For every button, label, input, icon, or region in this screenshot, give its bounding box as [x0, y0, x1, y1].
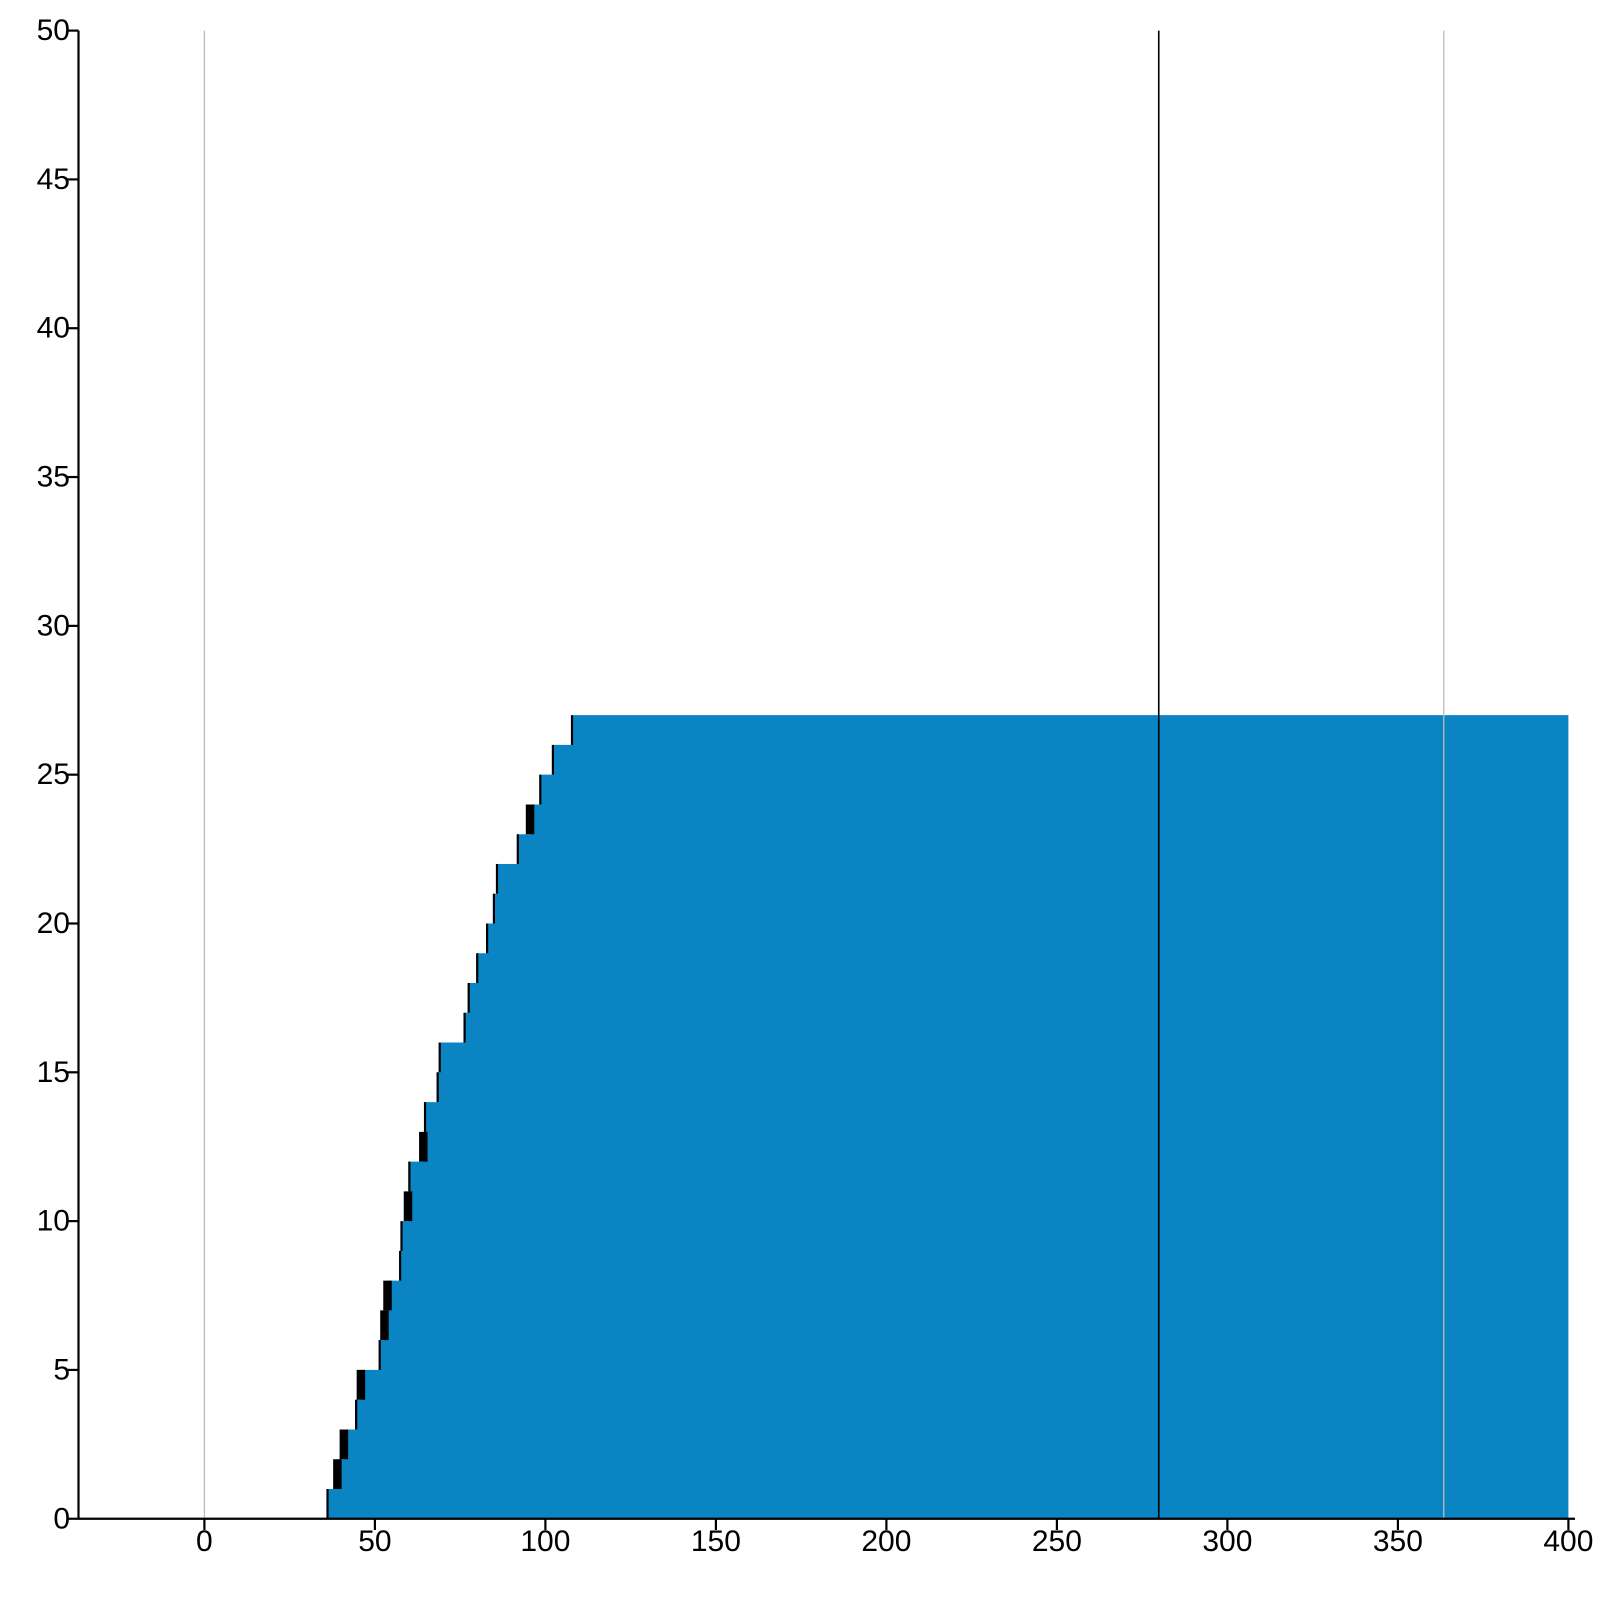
svg-text:350: 350	[1373, 1525, 1423, 1558]
svg-text:30: 30	[37, 609, 70, 642]
svg-text:5: 5	[53, 1353, 70, 1386]
svg-text:50: 50	[358, 1525, 391, 1558]
svg-text:0: 0	[53, 1502, 70, 1535]
svg-text:40: 40	[37, 312, 70, 345]
svg-text:35: 35	[37, 461, 70, 494]
svg-text:25: 25	[37, 758, 70, 791]
svg-text:15: 15	[37, 1056, 70, 1089]
svg-text:200: 200	[861, 1525, 911, 1558]
svg-text:0: 0	[196, 1525, 213, 1558]
svg-text:150: 150	[691, 1525, 741, 1558]
svg-text:45: 45	[37, 163, 70, 196]
svg-text:10: 10	[37, 1205, 70, 1238]
svg-text:50: 50	[37, 14, 70, 47]
svg-text:300: 300	[1202, 1525, 1252, 1558]
svg-text:250: 250	[1032, 1525, 1082, 1558]
svg-text:100: 100	[520, 1525, 570, 1558]
svg-text:400: 400	[1543, 1525, 1593, 1558]
svg-text:20: 20	[37, 907, 70, 940]
